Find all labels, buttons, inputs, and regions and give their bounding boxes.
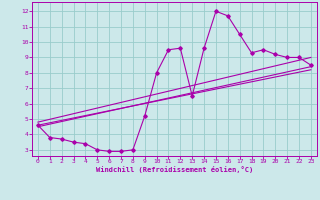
X-axis label: Windchill (Refroidissement éolien,°C): Windchill (Refroidissement éolien,°C) <box>96 166 253 173</box>
